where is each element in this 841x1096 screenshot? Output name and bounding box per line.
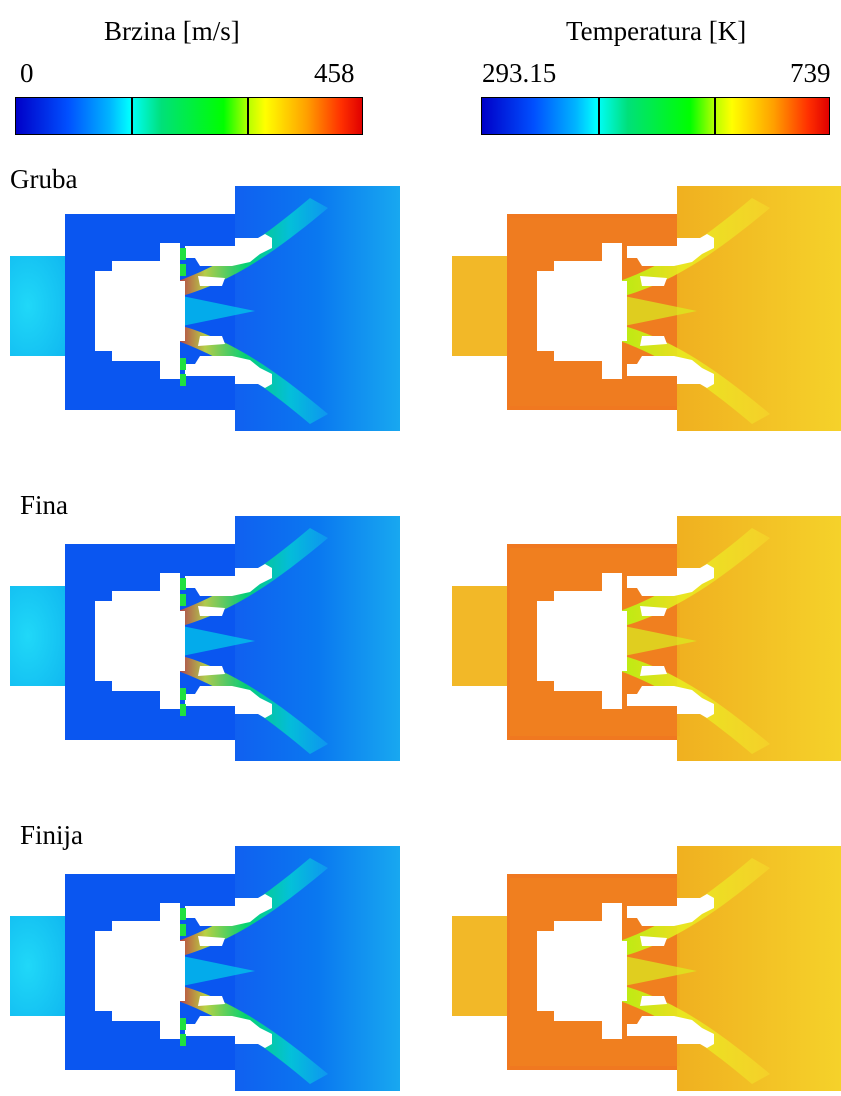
recirculation-zone: [182, 956, 255, 986]
secondary-chamber: [235, 516, 400, 761]
swirler-vane: [180, 264, 186, 276]
swirler-vane: [180, 248, 186, 260]
swirler-vane: [180, 358, 186, 370]
velocity-colorbar: [15, 97, 363, 135]
swirler-vane: [180, 924, 186, 936]
inlet-duct: [10, 916, 70, 1016]
velocity-field-panel: [10, 186, 400, 431]
temperature-legend-title: Temperatura [K]: [566, 16, 747, 46]
swirler-vane: [180, 688, 186, 700]
secondary-chamber: [677, 186, 841, 431]
burner-geometry: [537, 564, 714, 718]
temperature-field-panel: [452, 846, 841, 1091]
secondary-chamber: [677, 516, 841, 761]
temperature-legend-max: 739: [790, 58, 831, 88]
velocity-legend-min: 0: [20, 58, 34, 88]
row-label-finija: Finija: [20, 820, 84, 850]
secondary-chamber: [235, 186, 400, 431]
velocity-legend-max: 458: [314, 58, 355, 88]
row-label-gruba: Gruba: [10, 164, 78, 194]
velocity-field-panel: [10, 846, 400, 1091]
temperature-colorbar: [481, 97, 830, 135]
swirler-vane: [180, 594, 186, 606]
burner-geometry: [95, 564, 272, 718]
temperature-field-panel: [452, 186, 841, 431]
temperature-colorbar-tick: [714, 98, 716, 134]
burner-geometry: [537, 894, 714, 1048]
recirculation-zone: [624, 296, 697, 326]
temperature-colorbar-tick: [598, 98, 600, 134]
recirculation-zone: [182, 626, 255, 656]
secondary-chamber: [677, 846, 841, 1091]
inlet-duct: [10, 256, 70, 356]
temperature-field-panel: [452, 516, 841, 761]
recirculation-zone: [624, 956, 697, 986]
burner-geometry: [95, 894, 272, 1048]
inlet-duct: [10, 586, 70, 686]
velocity-legend-title: Brzina [m/s]: [104, 16, 240, 46]
inlet-duct: [452, 916, 512, 1016]
inlet-duct: [452, 586, 512, 686]
swirler-vane: [180, 1018, 186, 1030]
swirler-vane: [180, 704, 186, 716]
velocity-colorbar-tick: [247, 98, 249, 134]
burner-geometry: [95, 234, 272, 388]
velocity-colorbar-tick: [131, 98, 133, 134]
recirculation-zone: [182, 296, 255, 326]
swirler-vane: [180, 908, 186, 920]
row-label-fina: Fina: [20, 490, 69, 520]
secondary-chamber: [235, 846, 400, 1091]
swirler-vane: [180, 1034, 186, 1046]
swirler-vane: [180, 374, 186, 386]
temperature-legend-min: 293.15: [482, 58, 557, 88]
velocity-field-panel: [10, 516, 400, 761]
burner-geometry: [537, 234, 714, 388]
inlet-duct: [452, 256, 512, 356]
swirler-vane: [180, 578, 186, 590]
recirculation-zone: [624, 626, 697, 656]
